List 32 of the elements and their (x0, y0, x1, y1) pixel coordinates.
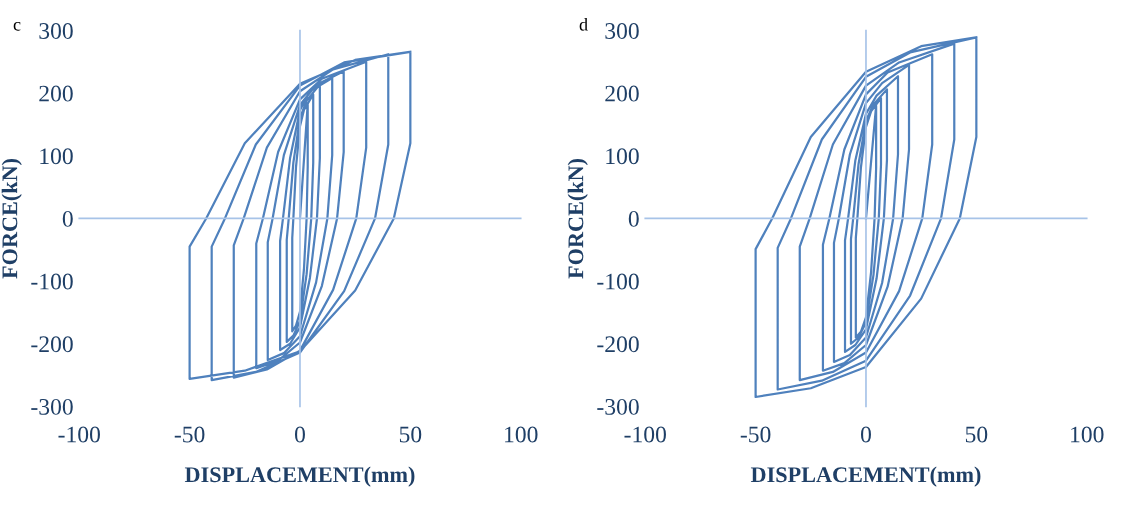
x-tick-label: 100 (1071, 426, 1104, 443)
x-tick-label: -50 (740, 426, 771, 443)
y-tick-label: -200 (31, 336, 73, 353)
x-tick-label: -100 (624, 426, 666, 443)
y-axis-title: FORCE(kN) (567, 158, 588, 279)
x-axis-title: DISPLACEMENT(mm) (750, 466, 981, 487)
x-tick-label: 0 (294, 426, 305, 443)
y-tick-label: -100 (597, 273, 639, 290)
x-tick-label: -50 (174, 426, 205, 443)
x-axis-title: DISPLACEMENT(mm) (184, 466, 415, 487)
line-series (188, 50, 412, 382)
y-axis-title: FORCE(kN) (1, 158, 22, 279)
text: c (13, 21, 21, 31)
y-tick-label: 200 (39, 85, 73, 102)
text: d (579, 17, 588, 31)
x-tick-label: 50 (399, 426, 422, 443)
y-tick-label: 0 (62, 210, 73, 227)
y-tick-label: 300 (605, 22, 639, 39)
x-tick-label: 100 (505, 426, 538, 443)
y-tick-label: -100 (31, 273, 73, 290)
y-tick-label: 200 (605, 85, 639, 102)
x-tick-label: -100 (58, 426, 100, 443)
y-tick-label: -200 (597, 336, 639, 353)
y-tick-label: -300 (31, 398, 73, 415)
y-tick-label: 100 (606, 148, 639, 165)
x-tick-label: 50 (965, 426, 988, 443)
y-tick-label: -300 (597, 398, 639, 415)
y-tick-label: 100 (40, 148, 73, 165)
x-tick-label: 0 (860, 426, 871, 443)
y-tick-label: 0 (628, 210, 639, 227)
line-series (754, 36, 978, 399)
y-tick-label: 300 (39, 22, 73, 39)
